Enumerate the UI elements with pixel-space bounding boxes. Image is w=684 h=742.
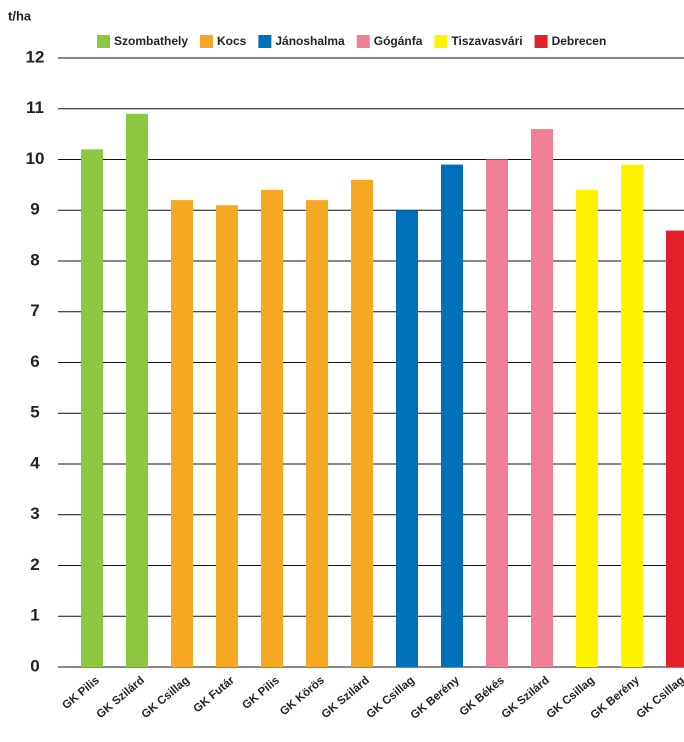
bar [351, 179, 373, 668]
x-tick-label: GK Berény [589, 674, 643, 722]
bar [531, 129, 553, 668]
x-tick-label: GK Szilárd [320, 674, 372, 721]
legend-swatch [356, 35, 370, 48]
bar [171, 200, 193, 667]
legend-label: Tiszavasvári [451, 34, 522, 48]
bar [576, 189, 598, 667]
y-tick-label: 4 [30, 453, 40, 472]
x-tick-label: GK Csillag [635, 674, 684, 721]
legend-swatch [434, 35, 448, 48]
y-tick-label: 0 [30, 656, 39, 675]
x-tick-label: GK Szilárd [500, 674, 552, 721]
legend-label: Debrecen [552, 34, 607, 48]
x-tick-label: GK Pilis [60, 674, 102, 712]
y-tick-label: 11 [26, 98, 44, 117]
y-tick-label: 1 [30, 606, 39, 625]
y-tick-label: 10 [26, 149, 45, 168]
bar [126, 113, 148, 667]
legend-swatch [200, 35, 214, 48]
bar [306, 200, 328, 667]
y-tick-label: 3 [30, 504, 39, 523]
y-tick-label: 6 [30, 352, 39, 371]
legend-label: Kocs [217, 34, 247, 48]
x-tick-label: GK Berény [409, 674, 463, 722]
bar [486, 159, 508, 667]
bar [81, 149, 103, 668]
y-axis-label: t/ha [8, 8, 32, 23]
legend-label: Jánoshalma [275, 34, 345, 48]
x-tick-label: GK Pilis [240, 674, 282, 712]
legend-swatch [258, 35, 272, 48]
legend-swatch [534, 35, 548, 48]
y-tick-label: 9 [30, 200, 39, 219]
bar [216, 205, 238, 668]
x-tick-label: GK Csillag [140, 674, 192, 721]
y-tick-label: 2 [30, 555, 39, 574]
bar [261, 189, 283, 667]
bar [666, 230, 684, 668]
y-tick-label: 5 [30, 403, 39, 422]
y-tick-label: 7 [30, 301, 39, 320]
legend-label: Gógánfa [374, 34, 423, 48]
legend-swatch [97, 35, 110, 48]
bar [621, 164, 643, 667]
legend-label: Szombathely [114, 34, 188, 48]
x-tick-label: GK Futár [191, 674, 237, 715]
x-tick-label: GK Szilárd [95, 674, 147, 721]
y-tick-label: 8 [30, 250, 39, 269]
bar [396, 210, 418, 667]
bar [441, 164, 463, 667]
y-tick-label: 12 [26, 47, 45, 66]
